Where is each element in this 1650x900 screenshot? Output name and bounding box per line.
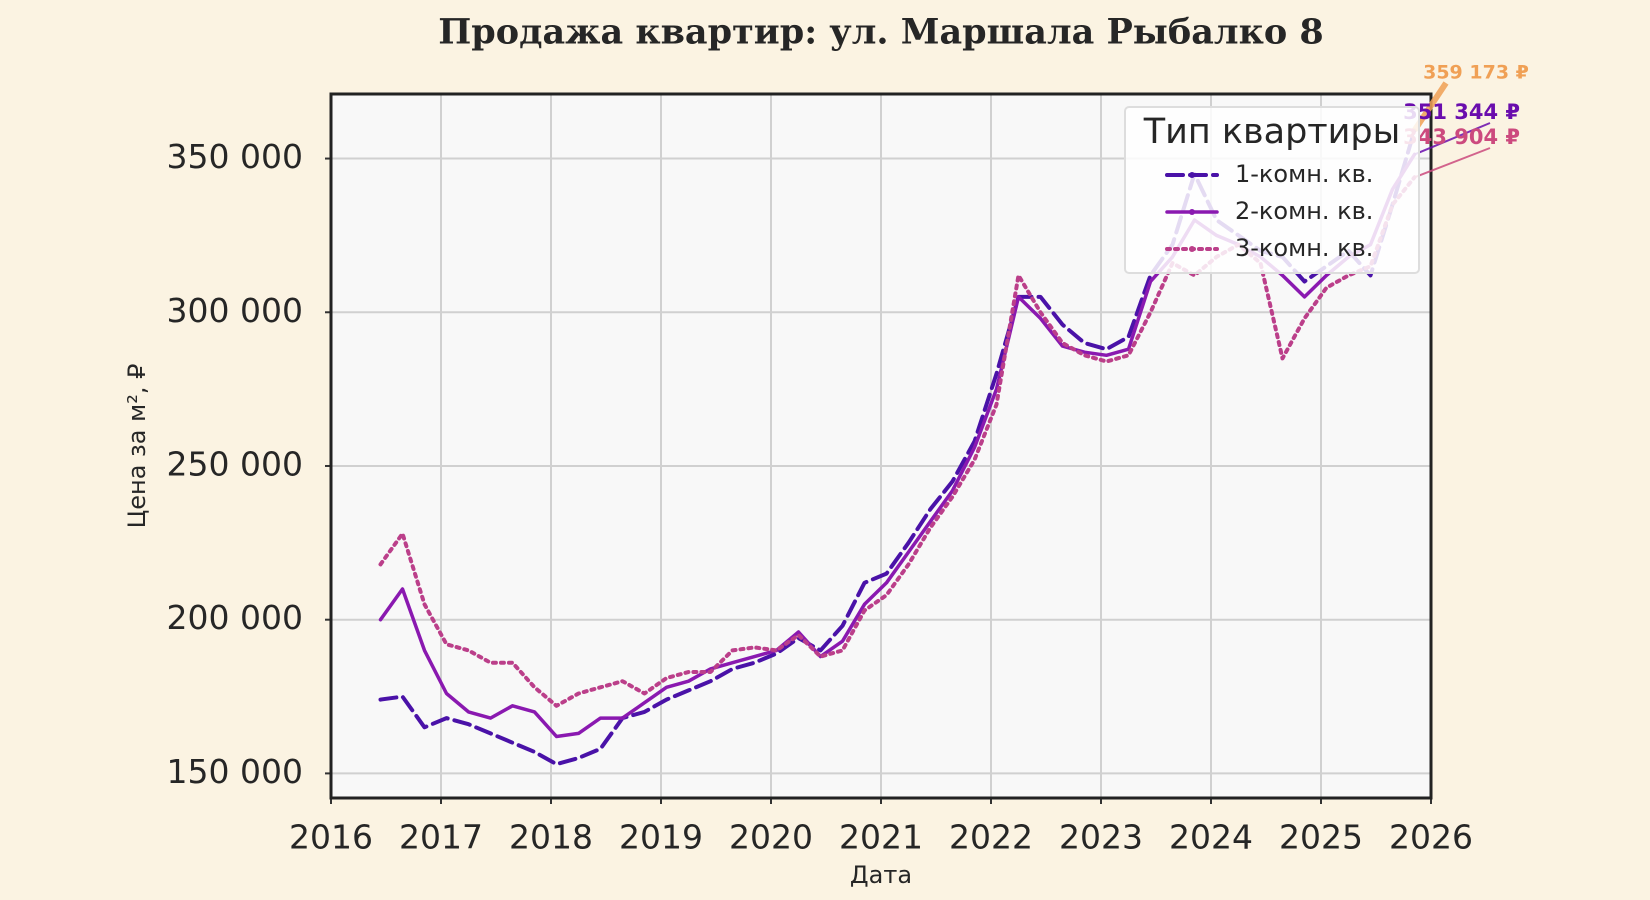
x-axis-label: Дата	[850, 861, 912, 889]
x-tick-label: 2018	[509, 818, 593, 857]
y-tick-label: 200 000	[167, 598, 303, 637]
annotation-arrow	[1414, 122, 1491, 156]
x-tick-label: 2019	[619, 818, 703, 857]
x-tick-label: 2024	[1169, 818, 1253, 857]
y-tick-label: 300 000	[167, 291, 303, 330]
y-tick-label: 250 000	[167, 444, 303, 483]
y-tick-label: 350 000	[167, 137, 303, 176]
annotation: 359 173 ₽	[1423, 62, 1529, 84]
plot-frame	[329, 92, 1433, 800]
x-tick-label: 2025	[1279, 818, 1363, 857]
chart-title: Продажа квартир: ул. Маршала Рыбалко 8	[438, 12, 1324, 53]
x-tick-label: 2020	[729, 818, 813, 857]
legend-marker	[1189, 246, 1195, 252]
annotation: 351 344 ₽	[1403, 100, 1520, 124]
y-tick-label: 150 000	[167, 752, 303, 791]
x-tick-label: 2023	[1059, 818, 1143, 857]
legend-title: Тип квартиры	[1143, 112, 1401, 152]
legend-label: 3-комн. кв.	[1235, 234, 1373, 262]
legend-label: 1-комн. кв.	[1235, 160, 1373, 188]
x-tick-label: 2021	[839, 818, 923, 857]
x-tick-label: 2016	[289, 818, 373, 857]
annotation-arrow	[1414, 147, 1491, 179]
y-axis-label: Цена за м², ₽	[123, 364, 151, 529]
legend-marker	[1189, 172, 1195, 178]
legend-label: 2-комн. кв.	[1235, 197, 1373, 225]
legend-box	[1124, 106, 1420, 274]
legend-marker	[1189, 209, 1195, 215]
x-tick-label: 2026	[1389, 818, 1473, 857]
x-tick-label: 2017	[399, 818, 483, 857]
annotation: 343 904 ₽	[1403, 125, 1520, 149]
x-tick-label: 2022	[949, 818, 1033, 857]
